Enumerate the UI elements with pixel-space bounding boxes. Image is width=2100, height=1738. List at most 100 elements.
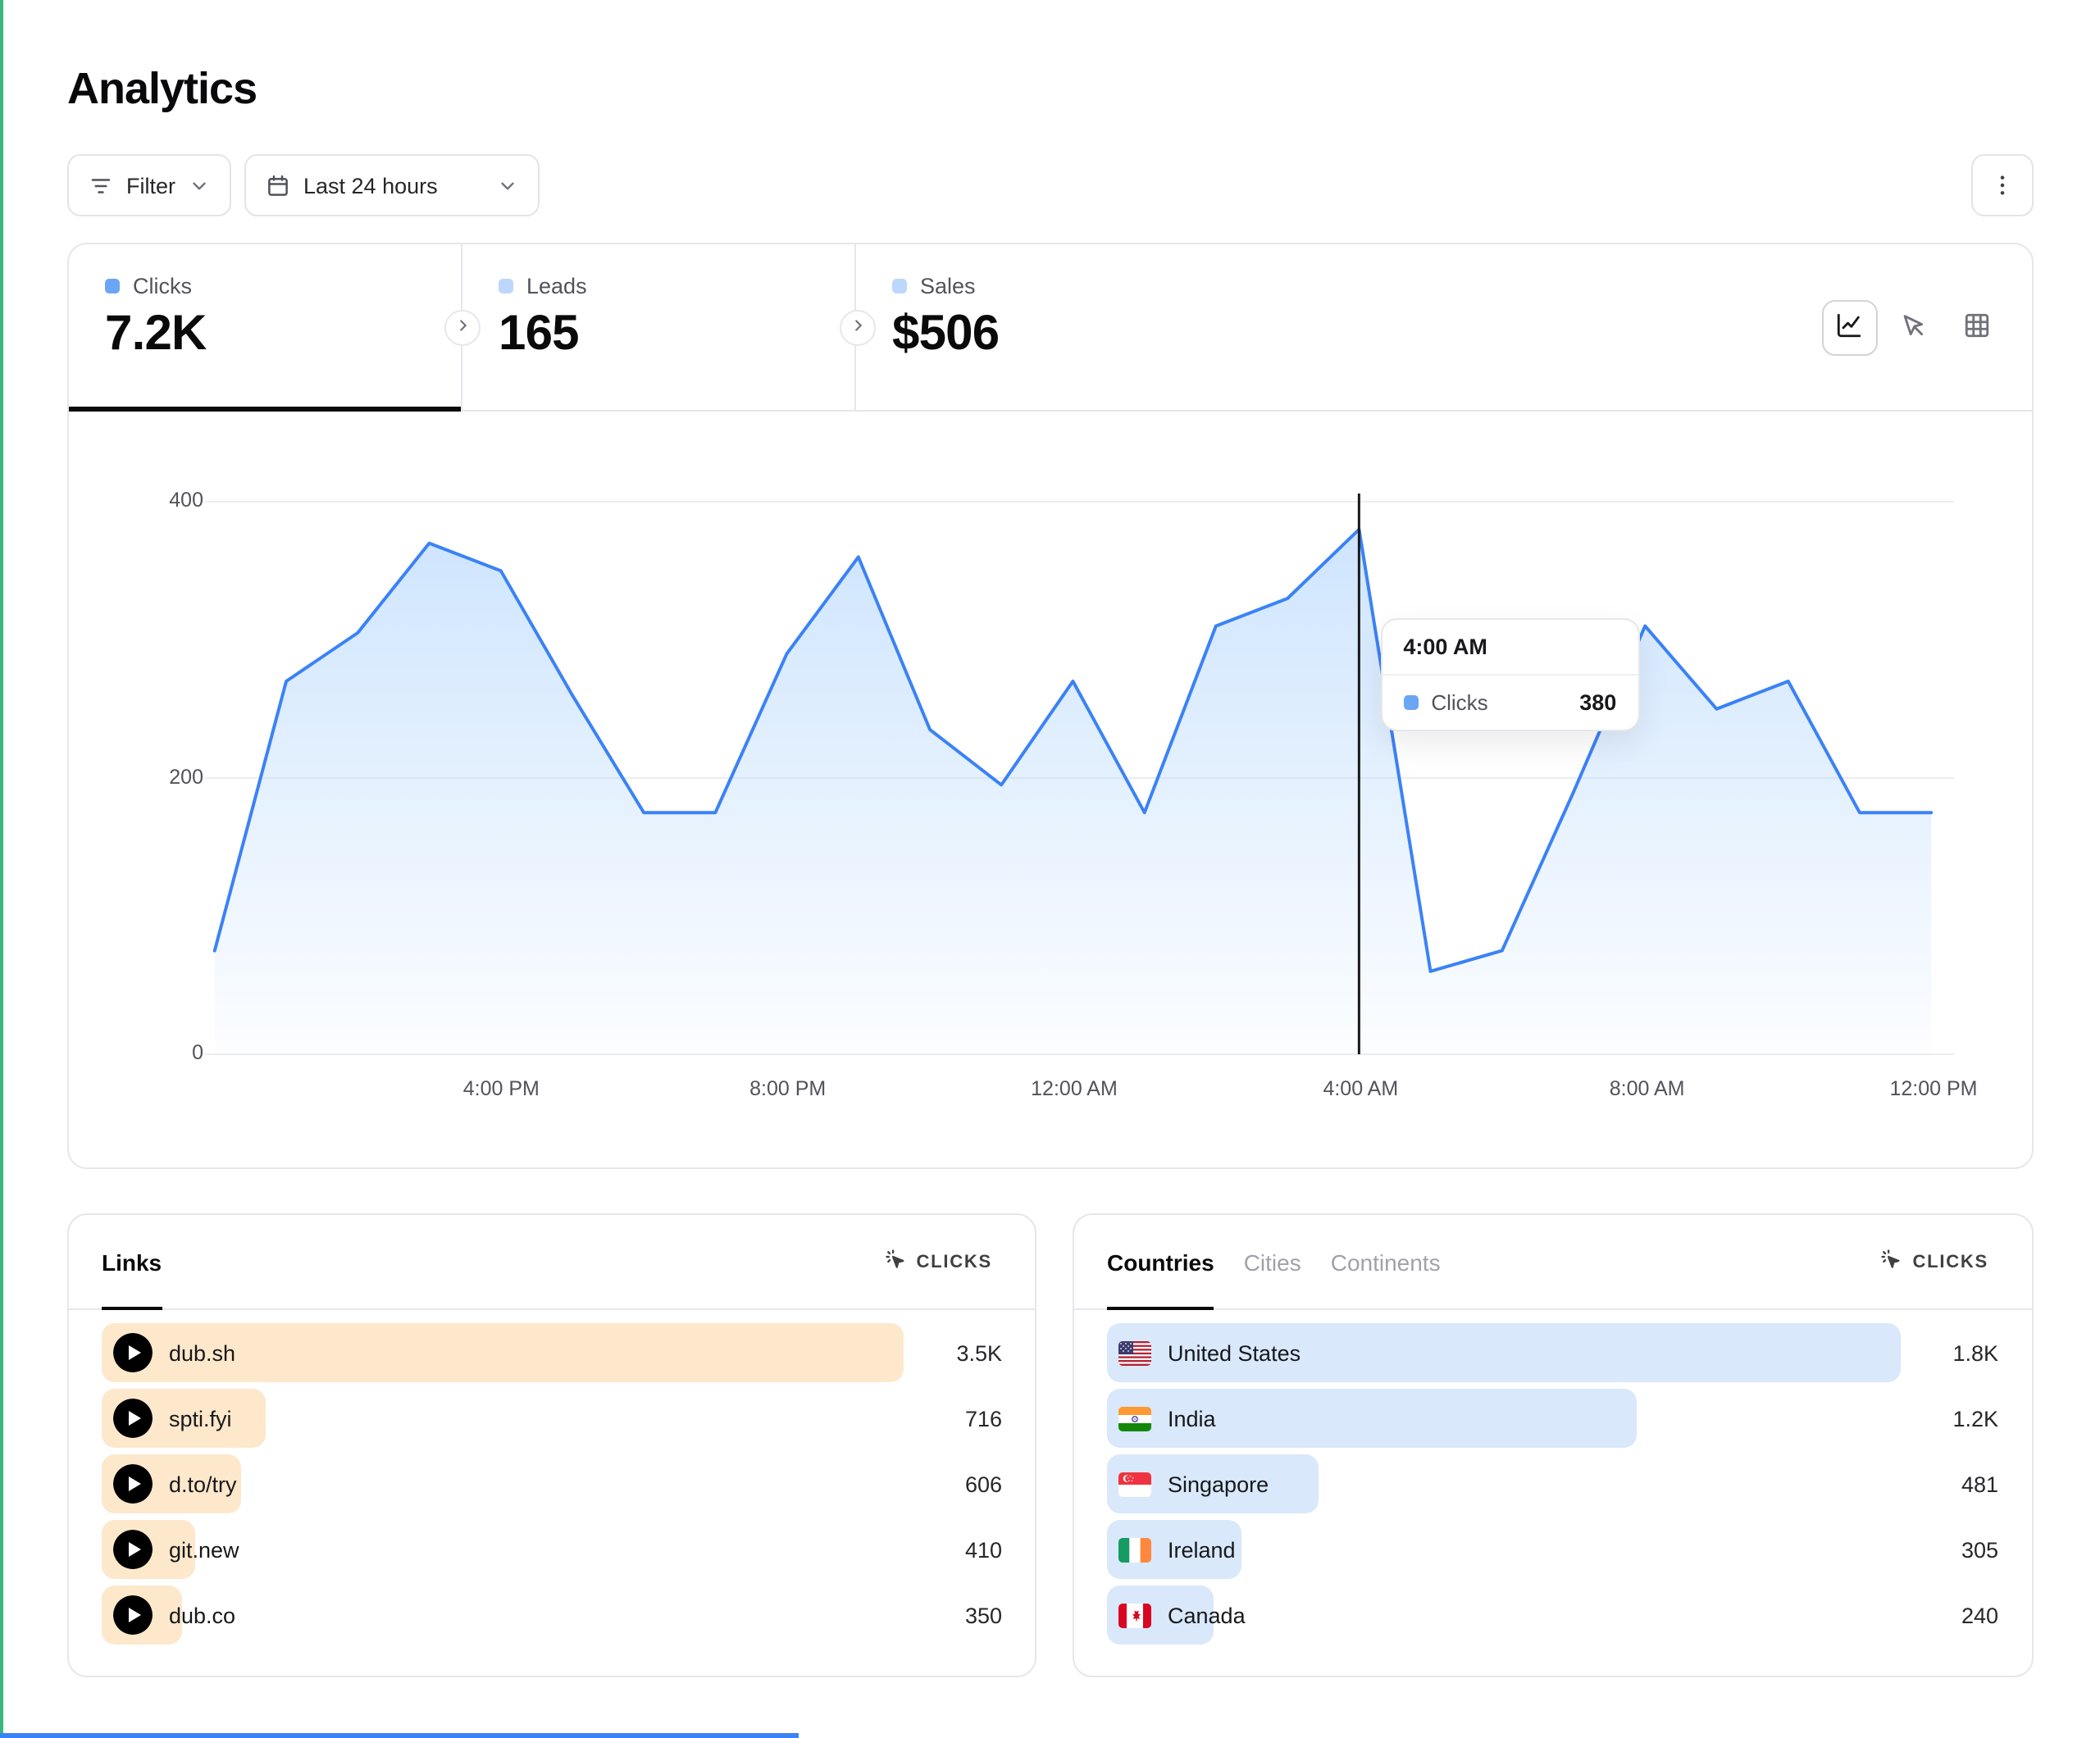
- calendar-icon: [266, 173, 290, 198]
- chevron-right-icon: [453, 315, 471, 339]
- more-menu-button[interactable]: [1970, 154, 2033, 216]
- tab-continents[interactable]: Continents: [1331, 1215, 1441, 1308]
- links-metric-toggle[interactable]: CLICKS: [874, 1215, 1002, 1308]
- stat-tab-sales[interactable]: Sales $506: [856, 244, 1250, 410]
- chevron-right-icon: [849, 315, 867, 339]
- country-clicks-value: 481: [1961, 1472, 1998, 1496]
- link-label: dub.co: [169, 1603, 236, 1627]
- stat-tab-clicks[interactable]: Clicks 7.2K: [69, 244, 462, 412]
- stat-step-chevron-button[interactable]: [444, 309, 481, 345]
- country-bar: [1107, 1389, 1637, 1448]
- chart-view-toggles: [1821, 244, 2005, 410]
- link-row[interactable]: dub.sh 3.5K: [102, 1323, 1002, 1382]
- links-list: dub.sh 3.5K spti.fyi 716 d: [69, 1310, 1035, 1645]
- x-axis-label: 4:00 PM: [462, 1077, 540, 1100]
- x-axis-label: 8:00 PM: [749, 1077, 827, 1100]
- country-row[interactable]: United States 1.8K: [1107, 1323, 1998, 1382]
- countries-metric-label: CLICKS: [1912, 1252, 1988, 1272]
- table-view-button[interactable]: [1949, 299, 2005, 355]
- tab-links[interactable]: Links: [102, 1215, 162, 1310]
- stat-value-sales: $506: [892, 307, 1000, 361]
- flag-united-states-icon: [1118, 1340, 1151, 1365]
- screen-edge-artifact-bottom: [0, 1733, 799, 1738]
- country-row[interactable]: Canada 240: [1107, 1586, 1998, 1645]
- tooltip-legend-dot-icon: [1403, 695, 1419, 710]
- countries-metric-toggle[interactable]: CLICKS: [1870, 1215, 1998, 1308]
- x-axis-label: 12:00 AM: [1031, 1077, 1118, 1100]
- analytics-card: Clicks 7.2K Leads 165 Sales $506: [67, 243, 2033, 1169]
- date-range-button[interactable]: Last 24 hours: [244, 154, 540, 216]
- cursor-click-icon: [1880, 1248, 1903, 1276]
- line-chart-icon: [1835, 311, 1863, 344]
- country-clicks-value: 1.2K: [1952, 1406, 1998, 1431]
- x-axis-label: 12:00 PM: [1889, 1077, 1978, 1100]
- y-axis-label: 400: [169, 489, 203, 512]
- y-axis-label: 200: [169, 765, 203, 788]
- dub-favicon-icon: [113, 1530, 153, 1569]
- stat-step-chevron-button[interactable]: [840, 309, 876, 345]
- country-row[interactable]: Ireland 305: [1107, 1520, 1998, 1579]
- chevron-down-icon: [189, 175, 210, 196]
- country-bar: [1107, 1323, 1901, 1382]
- toolbar: Filter Last 24 hours: [67, 154, 2033, 216]
- country-label: Canada: [1168, 1603, 1246, 1627]
- stat-label: Clicks: [133, 274, 192, 298]
- link-clicks-value: 606: [964, 1472, 1002, 1496]
- link-clicks-value: 410: [964, 1537, 1002, 1562]
- filter-button-label: Filter: [126, 173, 175, 198]
- line-chart-view-button[interactable]: [1821, 299, 1877, 355]
- country-row[interactable]: Singapore 481: [1107, 1454, 1998, 1513]
- links-panel: Links CLICKS dub.sh 3.5K: [67, 1213, 1036, 1677]
- link-label: spti.fyi: [169, 1406, 232, 1431]
- filter-icon: [89, 173, 113, 198]
- y-axis-label: 0: [192, 1041, 203, 1064]
- cursor-click-icon: [884, 1248, 907, 1276]
- link-label: d.to/try: [169, 1472, 237, 1496]
- country-label: Ireland: [1168, 1537, 1236, 1562]
- x-axis-label: 4:00 AM: [1323, 1077, 1399, 1100]
- screen-edge-artifact-left: [0, 0, 2, 1738]
- link-row[interactable]: git.new 410: [102, 1520, 1002, 1579]
- link-clicks-value: 3.5K: [956, 1340, 1002, 1365]
- tab-countries[interactable]: Countries: [1107, 1215, 1215, 1310]
- tooltip-value: 380: [1579, 690, 1617, 715]
- link-bar: [102, 1323, 904, 1382]
- country-label: India: [1168, 1406, 1216, 1431]
- country-clicks-value: 305: [1961, 1537, 1998, 1562]
- y-axis-labels: 0 200 400: [125, 412, 203, 1171]
- flag-singapore-icon: [1118, 1472, 1151, 1496]
- links-metric-label: CLICKS: [916, 1252, 992, 1272]
- x-axis-labels: 4:00 PM 8:00 PM 12:00 AM 4:00 AM 8:00 AM 12:0…: [69, 412, 2031, 1171]
- chevron-down-icon: [497, 175, 518, 196]
- date-range-label: Last 24 hours: [303, 173, 438, 198]
- page-header: Analytics Filter Last 24 hours: [0, 0, 2100, 216]
- link-row[interactable]: spti.fyi 716: [102, 1389, 1002, 1448]
- link-clicks-value: 350: [964, 1603, 1002, 1627]
- funnel-view-button[interactable]: [1885, 299, 1941, 355]
- country-clicks-value: 240: [1961, 1603, 1998, 1627]
- tooltip-time: 4:00 AM: [1382, 620, 1638, 676]
- countries-panel: Countries Cities Continents CLICKS Unite…: [1073, 1213, 2033, 1677]
- stat-label: Leads: [526, 274, 587, 298]
- links-panel-header: Links CLICKS: [69, 1215, 1035, 1310]
- filter-button[interactable]: Filter: [67, 154, 231, 216]
- country-label: Singapore: [1168, 1472, 1269, 1496]
- link-row[interactable]: d.to/try 606: [102, 1454, 1002, 1513]
- flag-ireland-icon: [1118, 1537, 1151, 1562]
- stat-tab-leads[interactable]: Leads 165: [462, 244, 856, 410]
- detail-panels: Links CLICKS dub.sh 3.5K: [67, 1213, 2033, 1677]
- page-title: Analytics: [67, 64, 257, 113]
- tab-cities[interactable]: Cities: [1244, 1215, 1301, 1308]
- countries-list: United States 1.8K India 1.2K: [1074, 1310, 2031, 1645]
- stat-value-leads: 165: [499, 307, 580, 361]
- flag-canada-icon: [1118, 1603, 1151, 1627]
- link-clicks-value: 716: [964, 1406, 1002, 1431]
- link-row[interactable]: dub.co 350: [102, 1586, 1002, 1645]
- clicks-time-series-chart[interactable]: 0 200 400 4:00 PM 8:00 PM 12:00 AM 4:00 AM 8:0…: [69, 412, 2031, 1171]
- flag-india-icon: [1118, 1406, 1151, 1431]
- country-row[interactable]: India 1.2K: [1107, 1389, 1998, 1448]
- country-clicks-value: 1.8K: [1952, 1340, 1998, 1365]
- kebab-menu-icon: [1988, 172, 2015, 198]
- dub-favicon-icon: [113, 1399, 153, 1438]
